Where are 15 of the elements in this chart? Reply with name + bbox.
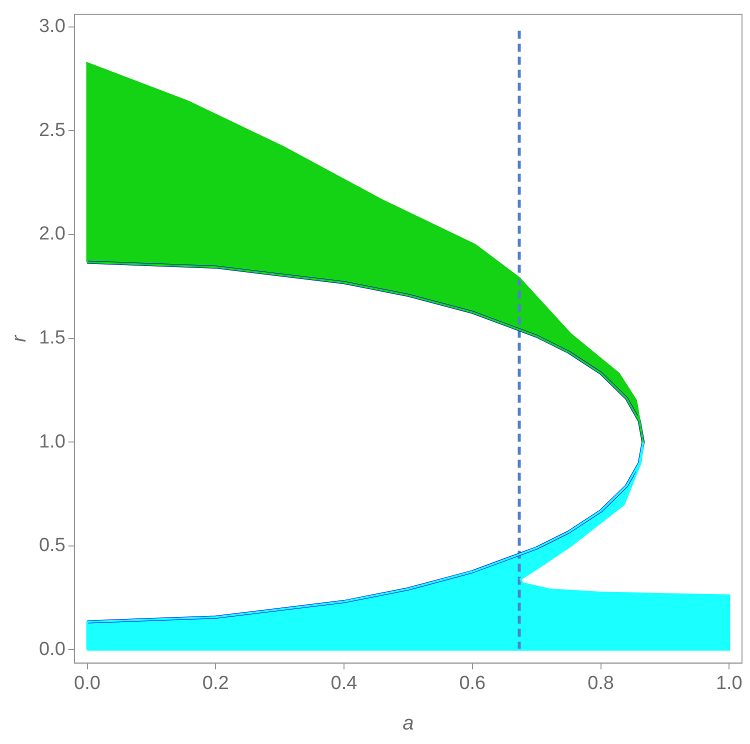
- x-axis-title: a: [402, 712, 414, 735]
- x-tick-label: 0.2: [202, 672, 229, 694]
- x-tick-label: 0.4: [330, 672, 358, 694]
- y-tick-label: 0.5: [38, 535, 66, 556]
- y-tick-label: 2.5: [38, 120, 66, 141]
- x-tick-label: 1.0: [716, 672, 742, 694]
- y-tick-label: 1.0: [38, 431, 66, 452]
- y-tick-label: 3.0: [38, 16, 66, 38]
- x-tick-label: 0.8: [588, 672, 614, 694]
- x-tick-label: 0.0: [74, 672, 100, 694]
- y-tick-label: 1.5: [38, 328, 66, 349]
- x-tick-label: 0.6: [459, 672, 486, 694]
- y-axis-title: r: [8, 334, 31, 342]
- y-tick-label: 0.0: [38, 638, 66, 660]
- y-tick-label: 2.0: [38, 224, 66, 245]
